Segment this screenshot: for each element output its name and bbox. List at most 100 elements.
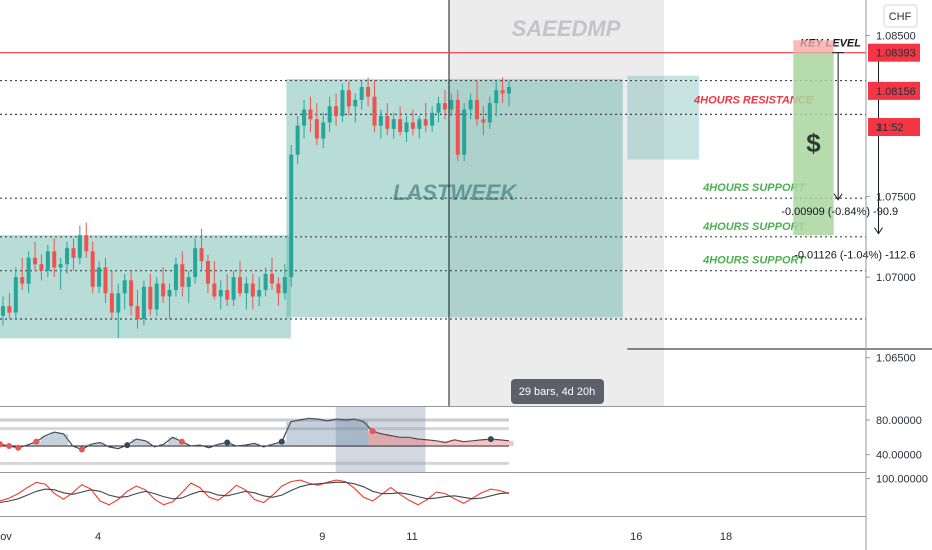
candle-body: [135, 306, 140, 319]
time-tick-label: 11: [406, 531, 417, 543]
stochastic-panel: [0, 472, 866, 517]
candle-body: [302, 109, 307, 126]
time-tick-label: 9: [319, 531, 325, 543]
ruler-label: -0.00909 (-0.84%) -90.9: [781, 206, 898, 218]
candle-body: [148, 286, 153, 310]
candle-body: [180, 264, 185, 287]
candle-body: [282, 277, 287, 294]
candle-body: [462, 109, 467, 155]
candle-body: [257, 290, 262, 297]
candle-body: [90, 251, 95, 287]
candle-body: [359, 87, 364, 100]
oscillator-dot: [78, 446, 85, 453]
candle-body: [372, 96, 377, 126]
position-stop-zone: [793, 40, 834, 53]
stochastic-line: [0, 479, 510, 506]
price-label: 1.08156: [876, 86, 916, 98]
candle-body: [77, 235, 82, 258]
candle-body: [13, 277, 18, 313]
time-tick-label: 18: [720, 531, 732, 543]
candle-body: [84, 235, 89, 252]
candle-body: [161, 283, 166, 297]
range-label: 29 bars, 4d 20h: [519, 386, 595, 398]
stochastic-line: [0, 481, 510, 504]
price-label-box: [868, 43, 920, 62]
candle-body: [321, 122, 326, 139]
candle-body: [20, 277, 25, 284]
candle-body: [237, 277, 242, 294]
level-label: 4HOURS RESISTANCE: [693, 94, 814, 106]
oscillator-dot: [178, 438, 185, 445]
oscillator-highlight: [335, 407, 426, 472]
candle-body: [385, 116, 390, 129]
ruler-arrow: [833, 193, 843, 201]
currency-label: CHF: [889, 11, 912, 23]
oscillator-dot: [487, 436, 494, 443]
candle-body: [455, 99, 460, 155]
candle-body: [225, 290, 230, 300]
candle-body: [353, 99, 358, 107]
ruler-label: -0.01126 (-1.04%) -112.6: [794, 250, 915, 262]
candle-body: [340, 90, 345, 116]
candle-body: [39, 264, 44, 271]
stochastic-tick-label: 100.00000: [876, 474, 928, 486]
candle-body: [167, 290, 172, 297]
candle-body: [289, 154, 294, 278]
level-label: 4HOURS SUPPORT: [702, 255, 806, 267]
candle-body: [276, 283, 281, 294]
candle-body: [218, 290, 223, 297]
candle-body: [346, 90, 351, 107]
candle-body: [378, 116, 383, 126]
level-label: 4HOURS SUPPORT: [702, 182, 806, 194]
candle-body: [231, 277, 236, 300]
candle-body: [244, 283, 249, 294]
candle-body: [58, 264, 63, 268]
candle-body: [423, 119, 428, 126]
candle-body: [129, 280, 134, 307]
candle-body: [173, 264, 178, 290]
candle-body: [97, 267, 102, 287]
candle-body: [109, 293, 114, 313]
candle-body: [193, 248, 198, 278]
candle-body: [103, 267, 108, 294]
candle-body: [33, 257, 38, 265]
candle-body: [334, 106, 339, 116]
price-label-box: [868, 81, 920, 100]
price-tick-label: 1.08500: [876, 30, 916, 42]
position-target-zone: [793, 52, 834, 236]
oscillator-tick-label: 40.00000: [876, 450, 922, 462]
candle-body: [1, 306, 5, 316]
candle-body: [398, 119, 403, 133]
candle-body: [474, 99, 479, 120]
currency-box: [883, 4, 918, 28]
candle-body: [507, 87, 511, 94]
candle-body: [52, 251, 57, 268]
level-label: 4HOURS SUPPORT: [702, 221, 806, 233]
candles-layer: [1, 77, 511, 339]
candle-body: [7, 306, 12, 313]
candle-body: [141, 286, 146, 319]
candle-body: [500, 90, 505, 94]
candle-body: [436, 103, 441, 113]
candle-body: [263, 273, 268, 290]
candle-body: [487, 103, 492, 123]
position-layer[interactable]: $: [793, 40, 834, 236]
candle-body: [45, 251, 50, 271]
candle-body: [26, 257, 31, 284]
candle-body: [71, 248, 76, 258]
candle-body: [468, 99, 473, 110]
candle-body: [295, 125, 300, 155]
date-range-layer: 29 bars, 4d 20h: [511, 348, 932, 404]
range-label-box: [511, 379, 604, 404]
oscillator-dot: [15, 444, 22, 451]
candle-body: [366, 87, 371, 97]
watermark: SAEEDMP: [512, 16, 621, 41]
candle-body: [410, 122, 415, 129]
candle-body: [212, 283, 217, 297]
oscillator-dot: [224, 439, 231, 446]
candle-body: [449, 99, 454, 110]
oscillator-panel: [0, 406, 866, 472]
candle-body: [154, 283, 159, 310]
